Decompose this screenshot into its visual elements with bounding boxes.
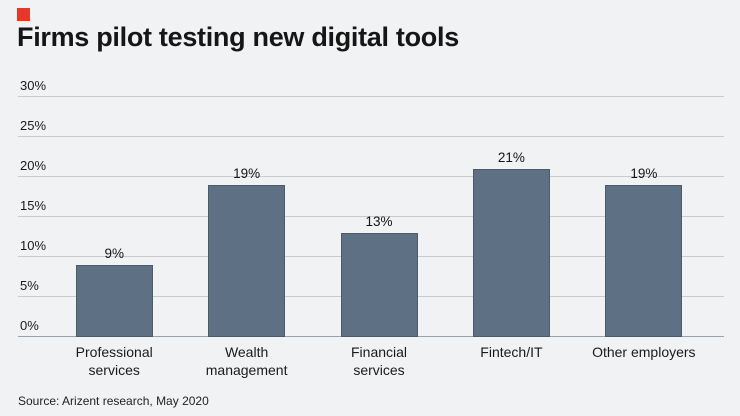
category-label: Financial services	[351, 344, 408, 379]
x-axis-labels: Professional services Wealth management Fina…	[48, 343, 710, 379]
bar	[75, 265, 153, 337]
gridline	[18, 216, 724, 217]
y-axis-tick-label: 20%	[20, 158, 47, 174]
category-label: Professional services	[75, 344, 153, 379]
category-label: Wealth management	[205, 344, 288, 379]
bar	[340, 233, 418, 337]
bar-value-label: 21%	[497, 150, 525, 165]
bar	[605, 185, 683, 337]
y-axis-tick-label: 0%	[20, 318, 39, 333]
bar-value-label: 9%	[104, 246, 124, 261]
bar-value-label: 19%	[630, 166, 658, 181]
gridline	[18, 136, 724, 137]
bar-column: 19%	[578, 97, 710, 337]
y-axis-tick-label: 25%	[20, 118, 47, 133]
bar-chart: 0% 5% 10% 15% 20% 25% 30% 9% 19% 13% 21% 19%	[18, 78, 724, 337]
gridline	[18, 96, 724, 97]
bar	[208, 185, 286, 337]
bars: 9% 19% 13% 21% 19%	[48, 97, 710, 337]
bar-column: 9%	[48, 97, 180, 337]
category-label: Fintech/IT	[480, 344, 543, 360]
bar-column: 21%	[445, 97, 577, 337]
y-axis-tick-label: 10%	[20, 238, 47, 254]
brand-mark-square	[17, 8, 30, 21]
y-axis-tick-label: 30%	[20, 78, 47, 93]
y-axis-tick-label: 15%	[20, 198, 47, 213]
y-axis-tick-label: 5%	[20, 278, 39, 294]
bar-value-label: 13%	[365, 214, 393, 229]
bar-column: 19%	[180, 97, 312, 337]
category-label: Other employers	[592, 344, 696, 360]
chart-title: Firms pilot testing new digital tools	[17, 22, 459, 52]
gridline	[18, 176, 724, 178]
bar-value-label: 19%	[233, 166, 261, 181]
bar	[472, 169, 550, 337]
bar-column: 13%	[313, 97, 445, 337]
source-credit: Source: Arizent research, May 2020	[18, 394, 209, 408]
